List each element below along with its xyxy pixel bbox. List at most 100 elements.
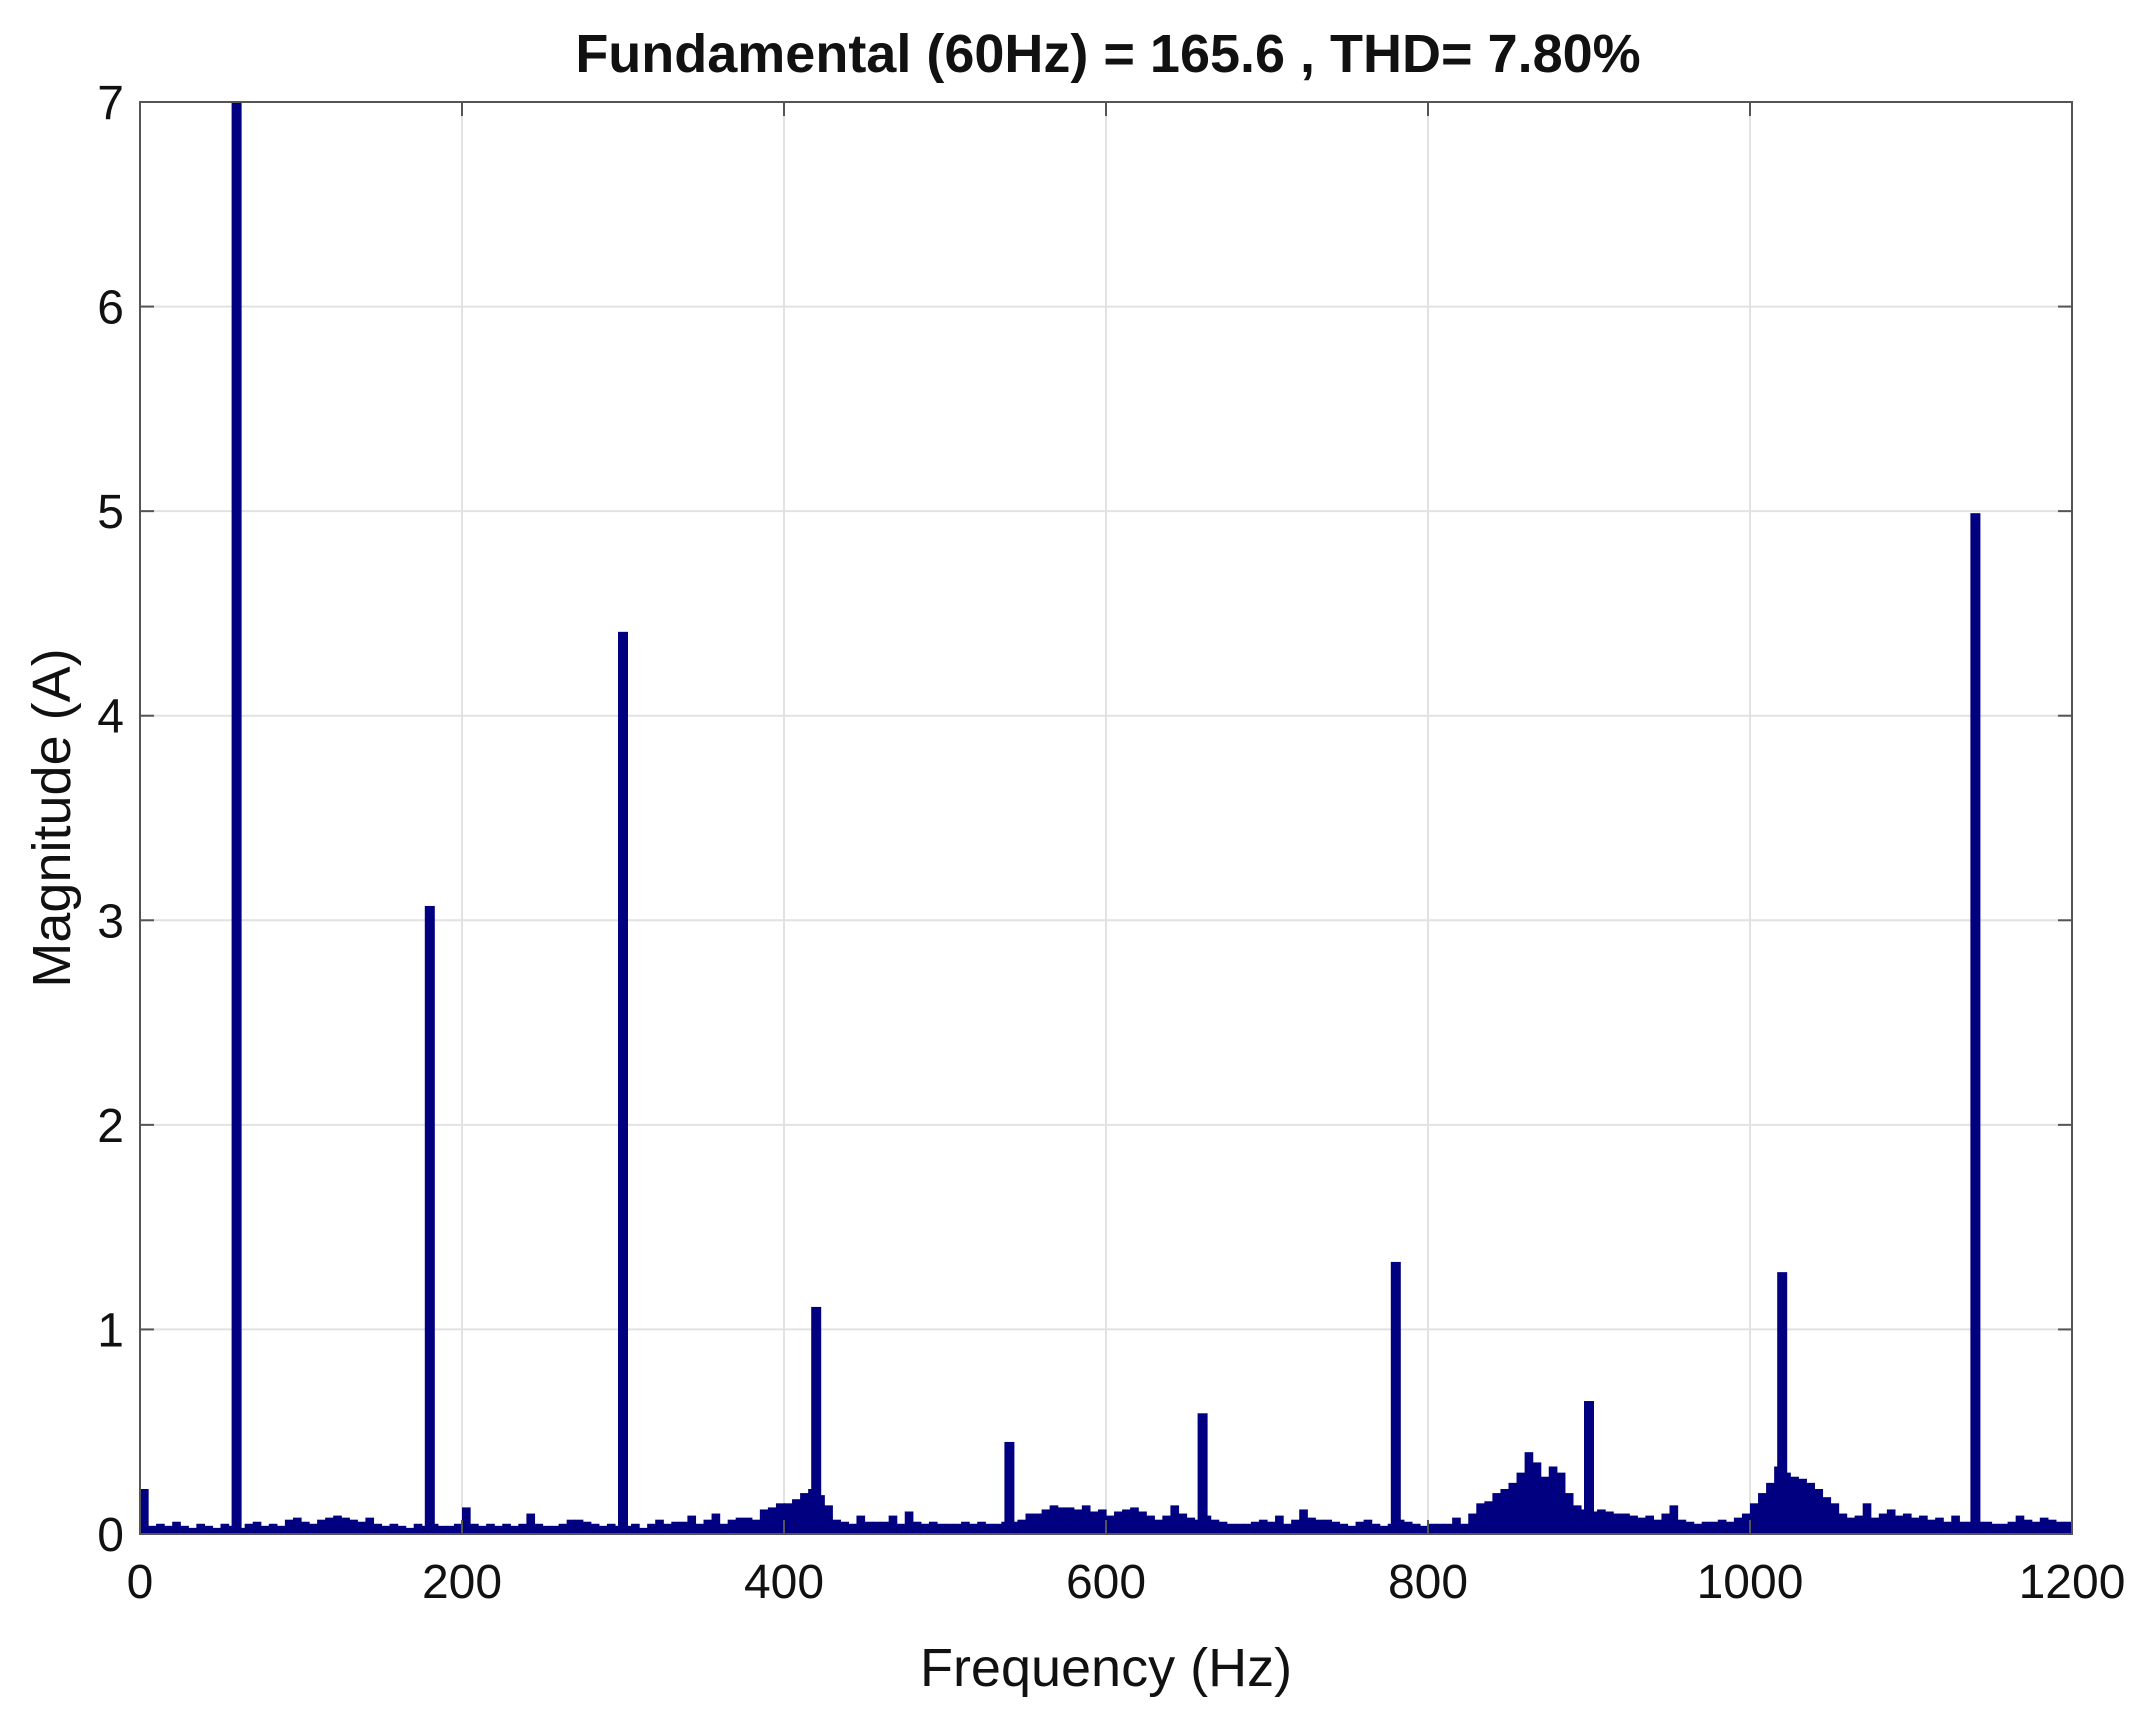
spectrum-bar — [1130, 1507, 1139, 1534]
spectrum-bar — [196, 1523, 205, 1534]
spectrum-bar — [1476, 1503, 1485, 1534]
chart-title: Fundamental (60Hz) = 165.6 , THD= 7.80% — [575, 24, 1640, 84]
spectrum-bar — [631, 1523, 640, 1534]
spectrum-bar — [220, 1523, 230, 1534]
spectrum-bar — [1218, 1521, 1228, 1534]
spectrum-bar — [1283, 1523, 1292, 1534]
spectrum-bar — [1097, 1509, 1107, 1534]
spectrum-bar — [727, 1519, 737, 1534]
x-tick-labels: 0 200 400 600 800 1000 1200 — [127, 1556, 2126, 1609]
spectrum-bar — [381, 1525, 391, 1534]
spectrum-bar — [1089, 1511, 1099, 1534]
spectrum-bar — [961, 1521, 970, 1534]
y-tick-label: 6 — [97, 282, 124, 335]
spectrum-bar — [904, 1511, 914, 1534]
spectrum-bar — [1122, 1509, 1131, 1534]
spectrum-bar — [1379, 1525, 1389, 1534]
spectrum-bar — [1991, 1523, 2001, 1534]
spectrum-bar — [1452, 1517, 1461, 1534]
spectrum-bar — [687, 1515, 697, 1534]
spectrum-bar — [1331, 1521, 1341, 1534]
spectrum-bar — [1484, 1501, 1493, 1534]
spectrum-bar — [1291, 1519, 1300, 1534]
spectrum-bar — [2047, 1519, 2057, 1534]
spectrum-bar — [2007, 1521, 2017, 1534]
spectrum-bar — [1178, 1513, 1188, 1534]
y-tick-label: 1 — [97, 1304, 124, 1357]
spectrum-bar — [397, 1525, 407, 1534]
spectrum-bar — [550, 1525, 560, 1534]
spectrum-bar — [1750, 1503, 1759, 1534]
spectrum-bar — [1645, 1515, 1654, 1534]
y-axis-label: Magnitude (A) — [22, 648, 82, 987]
harmonic-peak-bar — [1004, 1441, 1015, 1534]
spectrum-bar — [912, 1521, 922, 1534]
spectrum-bar — [1999, 1523, 2009, 1534]
spectrum-bar — [1500, 1488, 1510, 1534]
spectrum-bar — [1935, 1517, 1944, 1534]
spectrum-bar — [719, 1523, 729, 1534]
spectrum-bar — [1492, 1493, 1502, 1534]
bars — [140, 102, 2073, 1534]
spectrum-bar — [582, 1521, 592, 1534]
spectrum-bar — [212, 1527, 222, 1534]
spectrum-bar — [292, 1517, 302, 1534]
spectrum-bar — [993, 1523, 1002, 1534]
spectrum-bar — [751, 1519, 761, 1534]
spectrum-bar — [140, 1488, 149, 1534]
spectrum-bar — [1532, 1462, 1542, 1534]
spectrum-bar — [1556, 1472, 1566, 1534]
spectrum-bar — [1564, 1493, 1574, 1534]
spectrum-bar — [920, 1523, 930, 1534]
spectrum-bar — [1605, 1511, 1614, 1534]
spectrum-bar — [1081, 1505, 1091, 1534]
spectrum-bar — [357, 1521, 366, 1534]
spectrum-bar — [309, 1523, 318, 1534]
harmonic-peak-bar — [1584, 1401, 1594, 1534]
x-tick-label: 1000 — [1697, 1556, 1804, 1609]
spectrum-bar — [1846, 1517, 1856, 1534]
spectrum-bar — [1653, 1519, 1663, 1534]
spectrum-bar — [566, 1519, 576, 1534]
spectrum-bar — [405, 1527, 415, 1534]
harmonic-peak-bar — [1970, 513, 1981, 1534]
spectrum-bar — [1854, 1515, 1864, 1534]
ticks — [139, 101, 2073, 1535]
spectrum-bar — [1419, 1525, 1429, 1534]
spectrum-bar — [148, 1525, 157, 1534]
spectrum-bar — [1226, 1523, 1236, 1534]
spectrum-bar — [301, 1521, 310, 1534]
spectrum-bar — [1411, 1523, 1421, 1534]
spectrum-bar — [711, 1513, 721, 1534]
spectrum-bar — [1508, 1482, 1518, 1534]
spectrum-bar — [164, 1525, 173, 1534]
spectrum-bar — [1927, 1519, 1936, 1534]
spectrum-bar — [639, 1527, 648, 1534]
spectrum-bar — [2063, 1521, 2073, 1534]
spectrum-bar — [558, 1523, 568, 1534]
spectrum-bar — [486, 1523, 495, 1534]
spectrum-bar — [1709, 1521, 1719, 1534]
spectrum-bar — [1250, 1521, 1260, 1534]
spectrum-bar — [1041, 1509, 1051, 1534]
spectrum-bar — [1806, 1482, 1815, 1534]
spectrum-bar — [1822, 1497, 1832, 1534]
spectrum-bar — [647, 1523, 656, 1534]
spectrum-bar — [1307, 1517, 1316, 1534]
spectrum-bar — [333, 1515, 342, 1534]
spectrum-bar — [1315, 1519, 1324, 1534]
spectrum-bar — [534, 1523, 544, 1534]
spectrum-bar — [1862, 1503, 1872, 1534]
spectrum-bar — [1468, 1513, 1477, 1534]
spectrum-bar — [655, 1519, 664, 1534]
spectrum-bar — [1033, 1513, 1043, 1534]
spectrum-bar — [880, 1521, 890, 1534]
spectrum-bar — [1613, 1513, 1622, 1534]
spectrum-bar — [792, 1499, 801, 1534]
spectrum-bar — [365, 1517, 375, 1534]
spectrum-bar — [1878, 1513, 1888, 1534]
y-tick-labels: 0 1 2 3 4 5 6 7 — [97, 77, 124, 1562]
spectrum-bar — [1814, 1488, 1824, 1534]
